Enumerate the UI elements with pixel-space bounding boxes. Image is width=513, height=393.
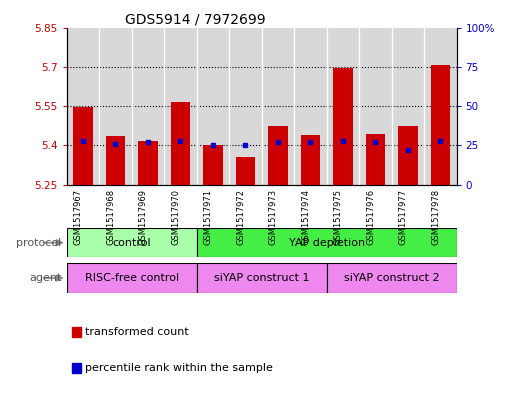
Bar	[391, 28, 424, 185]
Bar	[294, 28, 327, 185]
Bar	[398, 126, 418, 185]
Text: GSM1517977: GSM1517977	[399, 189, 408, 245]
Bar	[366, 134, 385, 185]
Text: protocol: protocol	[16, 238, 62, 248]
Text: GSM1517976: GSM1517976	[366, 189, 376, 245]
Text: GSM1517967: GSM1517967	[74, 189, 83, 245]
Bar	[203, 145, 223, 185]
Bar	[327, 263, 457, 293]
Bar	[196, 28, 229, 185]
Bar	[262, 28, 294, 185]
Text: GSM1517973: GSM1517973	[269, 189, 278, 245]
Bar	[327, 28, 359, 185]
Text: GSM1517974: GSM1517974	[301, 189, 310, 244]
Bar	[424, 28, 457, 185]
Bar	[73, 107, 93, 185]
Bar	[235, 157, 255, 185]
Text: control: control	[112, 238, 151, 248]
Bar	[268, 126, 288, 185]
Bar	[430, 66, 450, 185]
Bar	[359, 28, 391, 185]
Bar	[196, 228, 457, 257]
Bar	[67, 263, 196, 293]
Text: transformed count: transformed count	[85, 327, 188, 338]
Text: siYAP construct 1: siYAP construct 1	[214, 273, 309, 283]
Text: agent: agent	[29, 273, 62, 283]
Text: GSM1517978: GSM1517978	[431, 189, 440, 245]
Bar	[301, 135, 320, 185]
Text: siYAP construct 2: siYAP construct 2	[344, 273, 440, 283]
Bar	[171, 102, 190, 185]
Text: GSM1517972: GSM1517972	[236, 189, 245, 244]
Bar	[67, 28, 99, 185]
Text: percentile rank within the sample: percentile rank within the sample	[85, 363, 272, 373]
Bar	[196, 263, 327, 293]
Bar	[333, 68, 352, 185]
Bar	[67, 228, 196, 257]
Text: GSM1517970: GSM1517970	[171, 189, 181, 244]
Text: YAP depletion: YAP depletion	[288, 238, 365, 248]
Text: GSM1517971: GSM1517971	[204, 189, 213, 244]
Bar	[132, 28, 164, 185]
Text: RISC-free control: RISC-free control	[85, 273, 179, 283]
Text: GSM1517968: GSM1517968	[106, 189, 115, 245]
Bar	[106, 136, 125, 185]
Bar	[229, 28, 262, 185]
Bar	[99, 28, 132, 185]
Bar	[164, 28, 196, 185]
Text: GSM1517969: GSM1517969	[139, 189, 148, 244]
Text: GDS5914 / 7972699: GDS5914 / 7972699	[125, 12, 266, 26]
Bar	[138, 141, 157, 185]
Text: GSM1517975: GSM1517975	[334, 189, 343, 244]
